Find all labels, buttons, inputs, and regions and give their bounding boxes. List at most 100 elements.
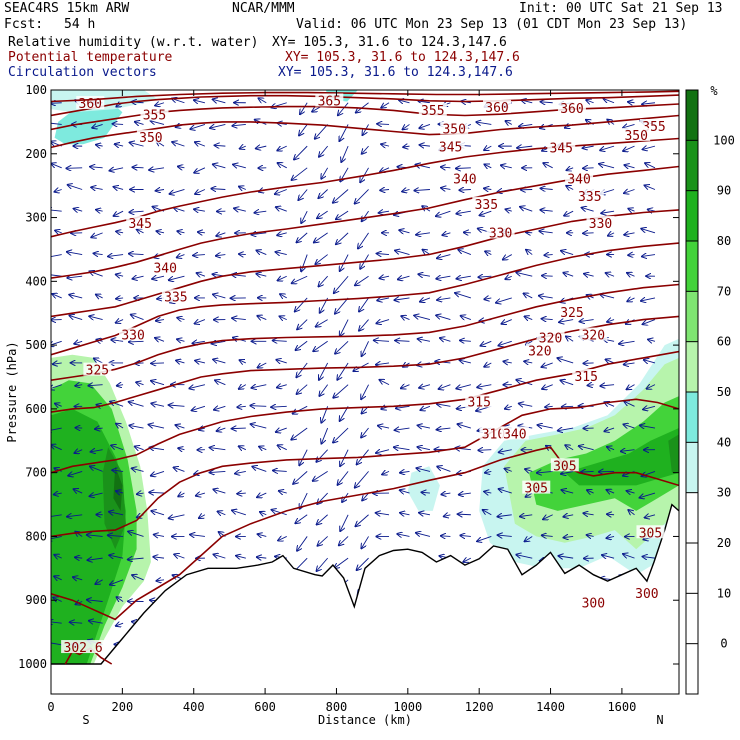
- circulation-vector: [516, 272, 533, 277]
- circulation-vector: [497, 515, 512, 517]
- circulation-vector: [301, 210, 308, 223]
- y-tick-label: 300: [25, 211, 47, 225]
- theta-label-bg: [151, 260, 180, 274]
- theta-label-bg: [550, 458, 579, 472]
- circulation-vector: [276, 252, 287, 255]
- circulation-vector: [355, 189, 369, 203]
- circulation-vector: [51, 622, 62, 624]
- circulation-vector: [193, 255, 205, 256]
- circulation-vector: [339, 536, 349, 545]
- circulation-vector: [258, 362, 267, 368]
- circulation-vector: [252, 467, 267, 472]
- theta-label: 305: [553, 459, 576, 474]
- circulation-vector: [420, 145, 430, 146]
- circulation-vector: [239, 446, 247, 449]
- circulation-vector: [520, 515, 533, 517]
- circulation-vector: [194, 100, 206, 103]
- theta-label-bg: [450, 171, 479, 185]
- circulation-vector: [356, 514, 369, 526]
- circulation-vector: [259, 98, 267, 102]
- circulation-vector: [380, 276, 390, 278]
- circulation-vector: [116, 491, 124, 493]
- circulation-vector: [256, 274, 267, 277]
- circulation-vector: [418, 425, 431, 428]
- circulation-vector: [116, 298, 124, 299]
- circulation-vector: [399, 100, 410, 103]
- circulation-vector: [537, 471, 553, 473]
- circulation-vector: [477, 536, 492, 541]
- x-tick-label: 800: [326, 700, 348, 714]
- circulation-vector: [316, 319, 328, 327]
- circulation-vector: [442, 233, 451, 235]
- circulation-vector: [96, 145, 103, 146]
- circulation-vector: [95, 428, 103, 429]
- circulation-vector: [277, 146, 287, 150]
- circulation-vector: [251, 424, 267, 429]
- circulation-vector: [416, 533, 431, 537]
- circulation-vector: [169, 275, 185, 280]
- circulation-vector: [416, 468, 431, 471]
- circulation-vector: [295, 514, 308, 523]
- rh-region-13: [407, 466, 440, 511]
- circulation-vector: [278, 163, 287, 169]
- circulation-vector: [176, 360, 185, 363]
- circulation-vector: [277, 385, 287, 388]
- circulation-vector: [436, 315, 451, 321]
- circulation-vector: [157, 231, 165, 233]
- circulation-vector: [113, 124, 124, 125]
- circulation-vector: [318, 189, 328, 198]
- circulation-vector: [561, 490, 574, 493]
- circulation-vector: [75, 385, 83, 386]
- circulation-vector: [53, 597, 62, 601]
- terrain-outline: [51, 503, 679, 665]
- circulation-vector: [116, 623, 124, 626]
- model-name: SEAC4RS 15km ARW: [4, 1, 130, 16]
- circulation-vector: [54, 493, 62, 494]
- colorbar-bin-3: [686, 492, 698, 543]
- theta-contour-360: [51, 94, 679, 117]
- circulation-vector: [251, 233, 267, 235]
- forecast-label: Fcst:: [4, 17, 44, 32]
- circulation-vector: [600, 385, 615, 386]
- circulation-vector: [643, 557, 656, 559]
- circulation-vector: [298, 189, 308, 200]
- circulation-vector: [296, 362, 308, 377]
- circulation-vector: [484, 188, 492, 189]
- circulation-vector: [580, 320, 594, 322]
- circulation-vector: [195, 361, 206, 363]
- circulation-vector: [394, 298, 410, 300]
- circulation-vector: [215, 380, 226, 386]
- y-tick-label: 900: [25, 593, 47, 607]
- theta-label-bg: [500, 426, 529, 440]
- theta-label-bg: [557, 101, 586, 115]
- y-tick-label: 100: [25, 83, 47, 97]
- circulation-vector: [643, 146, 656, 149]
- theta-label-bg: [557, 305, 586, 319]
- circulation-vector: [566, 336, 574, 341]
- circulation-vector: [175, 425, 185, 428]
- theta-label-bg: [632, 585, 661, 599]
- colorbar-bin-8: [686, 241, 698, 292]
- circulation-vector: [564, 211, 574, 215]
- circulation-vector: [74, 341, 83, 344]
- circulation-vector: [608, 233, 615, 236]
- circulation-vector: [526, 250, 533, 255]
- circulation-vector: [156, 580, 165, 581]
- circulation-vector: [110, 402, 124, 407]
- theta-label-bg: [636, 525, 665, 539]
- circulation-vector: [54, 555, 62, 558]
- circulation-vector: [213, 164, 226, 167]
- circulation-vector: [526, 493, 533, 497]
- y-tick-label: 400: [25, 274, 47, 288]
- circulation-vector: [116, 274, 124, 276]
- circulation-vector: [359, 319, 369, 331]
- circulation-vector: [519, 404, 533, 407]
- circulation-vector: [135, 447, 144, 450]
- circulation-vector: [463, 558, 472, 562]
- circulation-vector: [478, 450, 492, 451]
- circulation-vector: [117, 597, 124, 601]
- circulation-vector: [623, 554, 635, 559]
- circulation-vector: [156, 320, 165, 321]
- circulation-vector: [381, 144, 390, 146]
- circulation-vector: [477, 385, 492, 388]
